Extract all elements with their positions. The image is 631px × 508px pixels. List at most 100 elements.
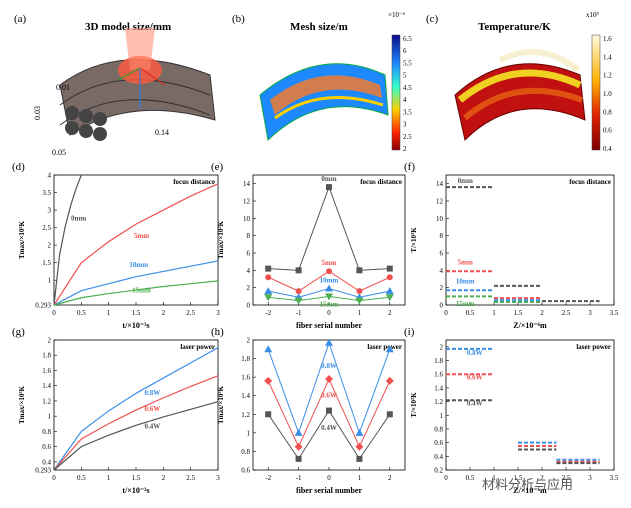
- chart-i-xtick-4: 2: [540, 474, 544, 482]
- chart-g-ytick-9: 2: [48, 337, 52, 345]
- panel-b-title: Mesh size/m: [290, 21, 348, 33]
- chart-h-series-04W-point-0: [265, 411, 272, 418]
- chart-d-series-15mm-line: [53, 280, 219, 306]
- chart-g-series-04W-line: [53, 401, 219, 471]
- chart-h-series-06W-point-2: [325, 375, 333, 383]
- chart-g-series-08W-line: [53, 347, 219, 471]
- chart-h-series-04W-line: [267, 409, 391, 460]
- mesh-tick-1: 6: [403, 47, 407, 55]
- chart-d-series-10mm-line: [53, 260, 219, 306]
- mesh-exponent: ×10⁻⁶: [388, 11, 406, 19]
- chart-f-ytick-1: 2: [440, 284, 444, 292]
- chart-d-series-5mm-line: [53, 183, 219, 306]
- chart-e-series-10mm-point-4: [385, 287, 394, 295]
- chart-e-series-10mm-point-0: [264, 287, 273, 295]
- chart-f-xlabel: Z/×10⁻⁶m: [513, 321, 547, 330]
- chart-i-ytick-7: 1.6: [434, 371, 443, 379]
- chart-g-panel-label: (g): [12, 326, 25, 338]
- chart-i-panel-label: (i): [404, 326, 415, 338]
- mesh-tick-6: 3.5: [403, 108, 412, 116]
- chart-e-xtick-4: 2: [388, 309, 392, 317]
- chart-h-series-06W-point-0: [264, 376, 273, 385]
- chart-f-ytick-3: 6: [440, 250, 444, 258]
- chart-h-ytick-6: 1.8: [241, 355, 250, 363]
- temp-tick-0: 1.6: [603, 35, 612, 43]
- chart-h-ylabel: Tmax/×10³K: [217, 385, 225, 424]
- chart-e-series-0mm-point-1: [295, 267, 302, 274]
- temp-exponent: x10³: [586, 11, 599, 19]
- panel-b-label: (b): [232, 13, 245, 25]
- chart-e-label-2: 10mm: [320, 276, 339, 284]
- chart-e-annotation: focus distance: [360, 178, 402, 186]
- chart-h: (h) laser power fiber serial number Tmax/×1…: [211, 326, 406, 495]
- chart-f-ytick-2: 4: [440, 267, 444, 275]
- chart-f-xtick-5: 2.5: [562, 309, 571, 317]
- chart-h-series-08W-point-4: [385, 345, 394, 353]
- chart-i-ytick-0: 0.2: [434, 467, 443, 475]
- chart-i-xtick-6: 3: [588, 474, 592, 482]
- chart-f-label-2: 10mm: [456, 277, 475, 285]
- panel-c-label: (c): [426, 13, 439, 25]
- chart-d-xtick-0: 0: [52, 309, 56, 317]
- chart-d-annotation: focus distance: [173, 178, 215, 186]
- chart-g-label-1: 0.6W: [145, 405, 161, 413]
- chart-e-panel-label: (e): [211, 161, 224, 173]
- chart-d-xtick-6: 3: [216, 309, 220, 317]
- chart-i-ytick-5: 1.2: [434, 398, 443, 406]
- chart-e-series-15mm-point-0: [264, 294, 273, 302]
- chart-h-label-1: 0.6W: [321, 392, 337, 400]
- chart-h-panel-label: (h): [211, 326, 224, 338]
- chart-d-label-0: 0mm: [71, 215, 86, 223]
- chart-d-xtick-3: 1.5: [132, 309, 141, 317]
- chart-d-ytick-7: 4: [48, 172, 52, 180]
- chart-g-ytick-4: 1: [48, 413, 52, 421]
- chart-f-xtick-2: 1: [492, 309, 496, 317]
- chart-d-ytick-6: 3.5: [42, 189, 51, 197]
- chart-e-ytick-3: 6: [247, 250, 251, 258]
- chart-e-series-15mm-point-3: [355, 297, 364, 305]
- chart-d-label-3: 15mm: [132, 286, 151, 294]
- chart-e-series-5mm-point-3: [356, 288, 363, 295]
- chart-e-series-5mm-point-0: [265, 274, 272, 281]
- chart-g-xtick-1: 0.5: [77, 474, 86, 482]
- chart-g-ytick-7: 1.6: [42, 367, 51, 375]
- mesh-tick-5: 4: [403, 96, 407, 104]
- chart-i-annotation: laser power: [576, 343, 611, 351]
- chart-g-xtick-2: 1: [107, 474, 111, 482]
- chart-g-ytick-6: 1.4: [42, 382, 51, 390]
- chart-e-series-5mm-point-4: [386, 274, 393, 281]
- chart-e-series-15mm-point-1: [294, 297, 303, 305]
- chart-h-series-04W-point-3: [356, 455, 363, 462]
- mesh-colorbar: [391, 34, 401, 151]
- chart-i-label-1: 0.6W: [467, 374, 483, 382]
- chart-h-xtick-3: 1: [358, 474, 362, 482]
- chart-e-series-0mm-point-2: [326, 184, 332, 191]
- chart-h-xtick-2: 0: [327, 474, 331, 482]
- chart-f-ytick-0: 0: [440, 302, 444, 310]
- chart-f-label-0: 0mm: [458, 177, 473, 185]
- chart-g-ytick-1: 0.4: [42, 458, 51, 466]
- chart-i-xtick-2: 1: [492, 474, 496, 482]
- chart-g-ytick-5: 1.2: [42, 397, 51, 405]
- temp-tick-5: 0.6: [603, 127, 612, 135]
- chart-g-xtick-5: 2.5: [186, 474, 195, 482]
- chart-g-ytick-2: 0.6: [42, 443, 51, 451]
- chart-d-ytick-1: 1: [48, 277, 52, 285]
- chart-g-xtick-3: 1.5: [132, 474, 141, 482]
- dim-005: 0.05: [52, 148, 66, 157]
- chart-i-ytick-8: 1.8: [434, 357, 443, 365]
- chart-i-ytick-9: 2: [440, 343, 444, 351]
- chart-e-xtick-3: 1: [358, 309, 362, 317]
- chart-h-xtick-0: -2: [265, 474, 271, 482]
- chart-i-ytick-4: 1: [440, 412, 444, 420]
- chart-h-series-04W-point-1: [295, 455, 302, 462]
- chart-h-series-08W-point-2: [325, 338, 333, 346]
- chart-f-ylabel: T/×10³K: [410, 227, 418, 253]
- chart-h-xlabel: fiber serial number: [296, 486, 363, 495]
- chart-g-ytick-8: 1.8: [42, 352, 51, 360]
- chart-e-series-5mm-point-1: [295, 288, 302, 295]
- chart-e-series-0mm-point-0: [265, 265, 272, 272]
- chart-e-ytick-4: 8: [247, 232, 251, 240]
